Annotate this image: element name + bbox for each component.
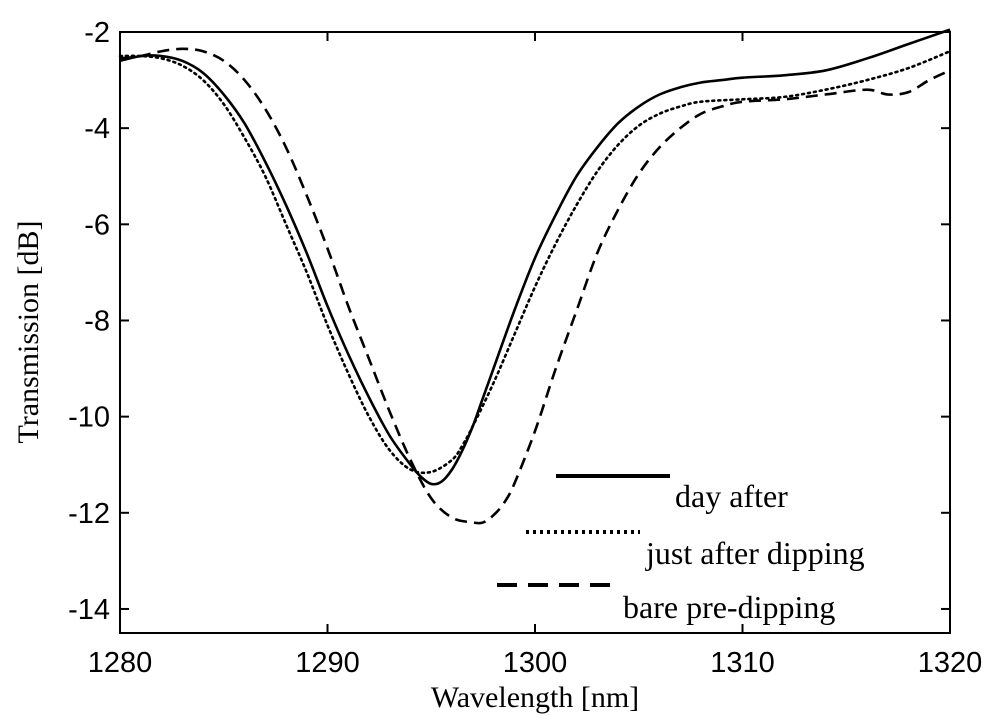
y-axis-title: Transmission [dB] bbox=[12, 220, 45, 443]
y-tick-label: -6 bbox=[84, 209, 110, 241]
x-tick-label: 1300 bbox=[503, 647, 568, 679]
y-axis-ticks: -2 -4 -6 -8 -10 -12 -14 bbox=[68, 17, 950, 626]
y-tick-label: -2 bbox=[84, 17, 110, 49]
y-tick-label: -10 bbox=[68, 402, 110, 434]
legend: day after just after dipping bare pre-dipp… bbox=[497, 474, 865, 625]
legend-label: just after dipping bbox=[645, 535, 865, 571]
series-line-bare-pre-dipping bbox=[119, 47, 951, 525]
x-tick-label: 1310 bbox=[710, 647, 775, 679]
y-tick-label: -12 bbox=[68, 498, 110, 530]
series-line-day-after bbox=[119, 28, 951, 486]
series-line-just-after-dipping bbox=[118, 49, 952, 475]
y-tick-label: -14 bbox=[68, 594, 110, 626]
y-tick-label: -8 bbox=[84, 305, 110, 337]
legend-label: day after bbox=[675, 478, 788, 514]
x-axis-title: Wavelength [nm] bbox=[431, 681, 639, 714]
legend-label: bare pre-dipping bbox=[623, 589, 835, 625]
y-tick-label: -4 bbox=[84, 113, 110, 145]
series-layer bbox=[118, 28, 952, 525]
x-axis-ticks: 1280 1290 1300 1310 1320 bbox=[88, 32, 983, 679]
x-tick-label: 1290 bbox=[295, 647, 360, 679]
x-tick-label: 1320 bbox=[918, 647, 983, 679]
x-tick-label: 1280 bbox=[88, 647, 153, 679]
